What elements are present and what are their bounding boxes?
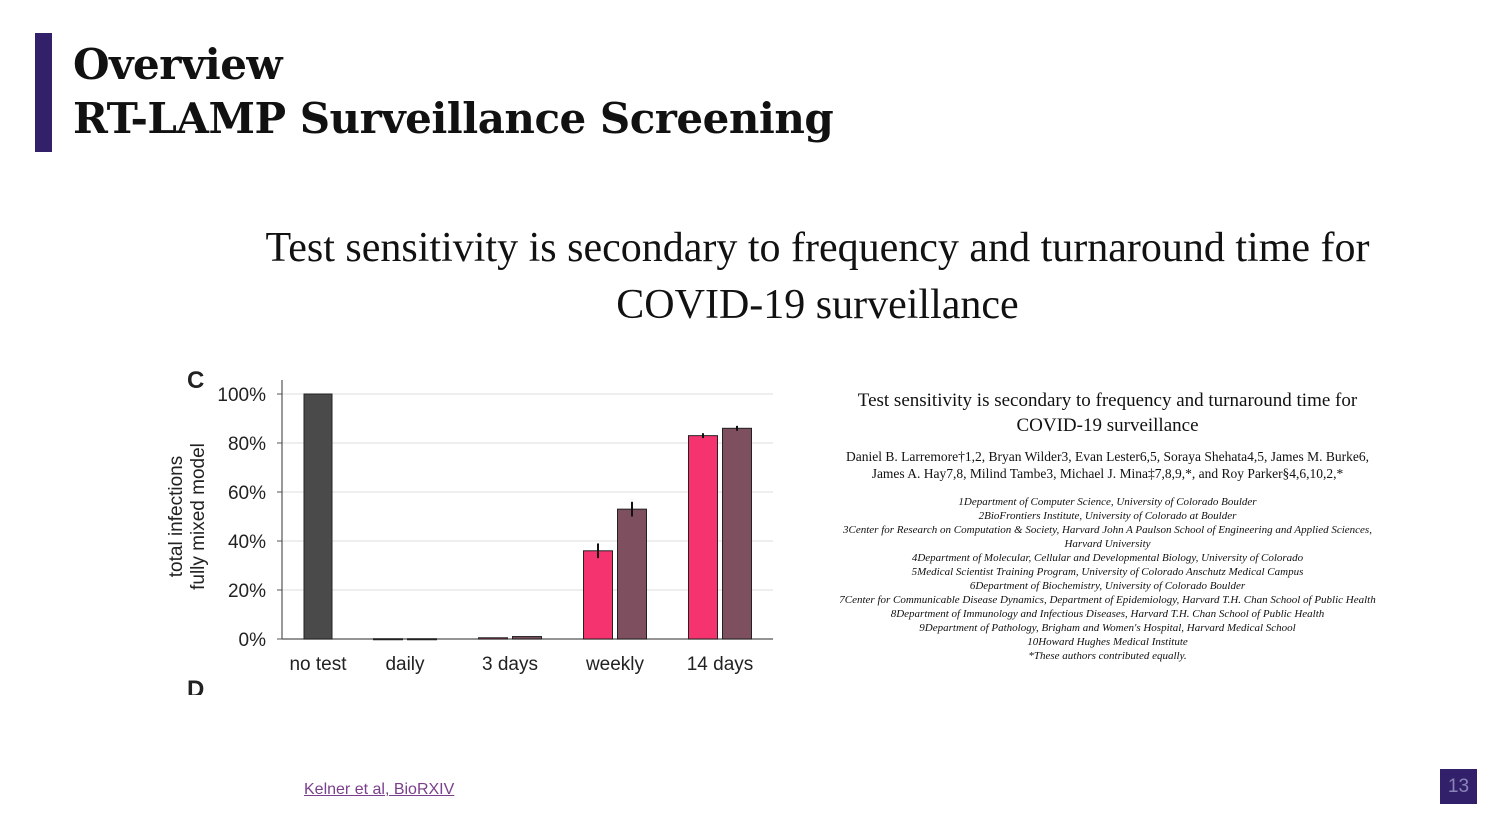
y-tick-label: 0% — [239, 630, 267, 651]
x-tick-label: 14 days — [687, 654, 754, 675]
y-axis-label-line2: fully mixed model — [188, 443, 209, 590]
bar — [583, 550, 613, 640]
y-tick-label: 20% — [228, 581, 266, 602]
infections-bar-chart: 0% 20% 40% 60% 80% 100% total infections fully … — [140, 360, 790, 695]
paper-authors: Daniel B. Larremore†1,2, Bryan Wilder3, … — [846, 449, 1369, 481]
paper-affiliation: 5Medical Scientist Training Program, Uni… — [911, 566, 1304, 578]
chart-svg: 0% 20% 40% 60% 80% 100% total infections fully … — [166, 367, 773, 695]
panel-label: C — [187, 367, 204, 394]
paper-affiliation: 10Howard Hughes Medical Institute — [1027, 636, 1188, 648]
bar — [407, 638, 437, 641]
paper-affiliation: 6Department of Biochemistry, University … — [969, 580, 1246, 592]
bar — [688, 435, 718, 640]
bar — [373, 638, 403, 641]
paper-affiliation: 1Department of Computer Science, Univers… — [958, 496, 1257, 508]
slide-title-line2: RT-LAMP Surveillance Screening — [73, 94, 834, 143]
bar — [617, 508, 647, 640]
page-number: 13 — [1440, 769, 1477, 804]
y-tick-label: 80% — [228, 434, 266, 455]
x-tick-label: weekly — [585, 654, 645, 675]
next-panel-label: D — [187, 676, 204, 695]
paper-affiliation: 7Center for Communicable Disease Dynamic… — [839, 594, 1376, 606]
bar — [478, 637, 508, 640]
paper-affiliation: 8Department of Immunology and Infectious… — [890, 608, 1325, 620]
title-accent-bar — [35, 33, 52, 152]
paper-affiliation: 2BioFrontiers Institute, University of C… — [978, 510, 1237, 522]
paper-affiliation: 9Department of Pathology, Brigham and Wo… — [919, 622, 1296, 634]
x-tick-label: no test — [289, 654, 347, 675]
y-tick-label: 60% — [228, 483, 266, 504]
slide-title: Overview RT-LAMP Surveillance Screening — [73, 38, 834, 146]
reference-link[interactable]: Kelner et al, BioRXIV — [304, 781, 455, 798]
slide-headline: Test sensitivity is secondary to frequen… — [265, 225, 1370, 328]
slide-title-line1: Overview — [73, 40, 283, 89]
x-tick-label: 3 days — [482, 654, 538, 675]
y-axis-label-line1: total infections — [166, 456, 187, 577]
bar — [512, 636, 542, 640]
x-tick-label: daily — [385, 654, 425, 675]
paper-affiliation: 4Department of Molecular, Cellular and D… — [911, 552, 1304, 564]
paper-header: Test sensitivity is secondary to frequen… — [835, 388, 1380, 663]
paper-affiliations: 1Department of Computer Science, Univers… — [835, 495, 1380, 663]
y-tick-label: 100% — [217, 385, 266, 406]
paper-affiliation: 3Center for Research on Computation & So… — [843, 524, 1372, 550]
y-tick-label: 40% — [228, 532, 266, 553]
bar-baseline — [303, 393, 333, 640]
bar — [722, 427, 752, 640]
paper-title: Test sensitivity is secondary to frequen… — [857, 390, 1358, 436]
paper-affiliation: *These authors contributed equally. — [1028, 650, 1187, 662]
